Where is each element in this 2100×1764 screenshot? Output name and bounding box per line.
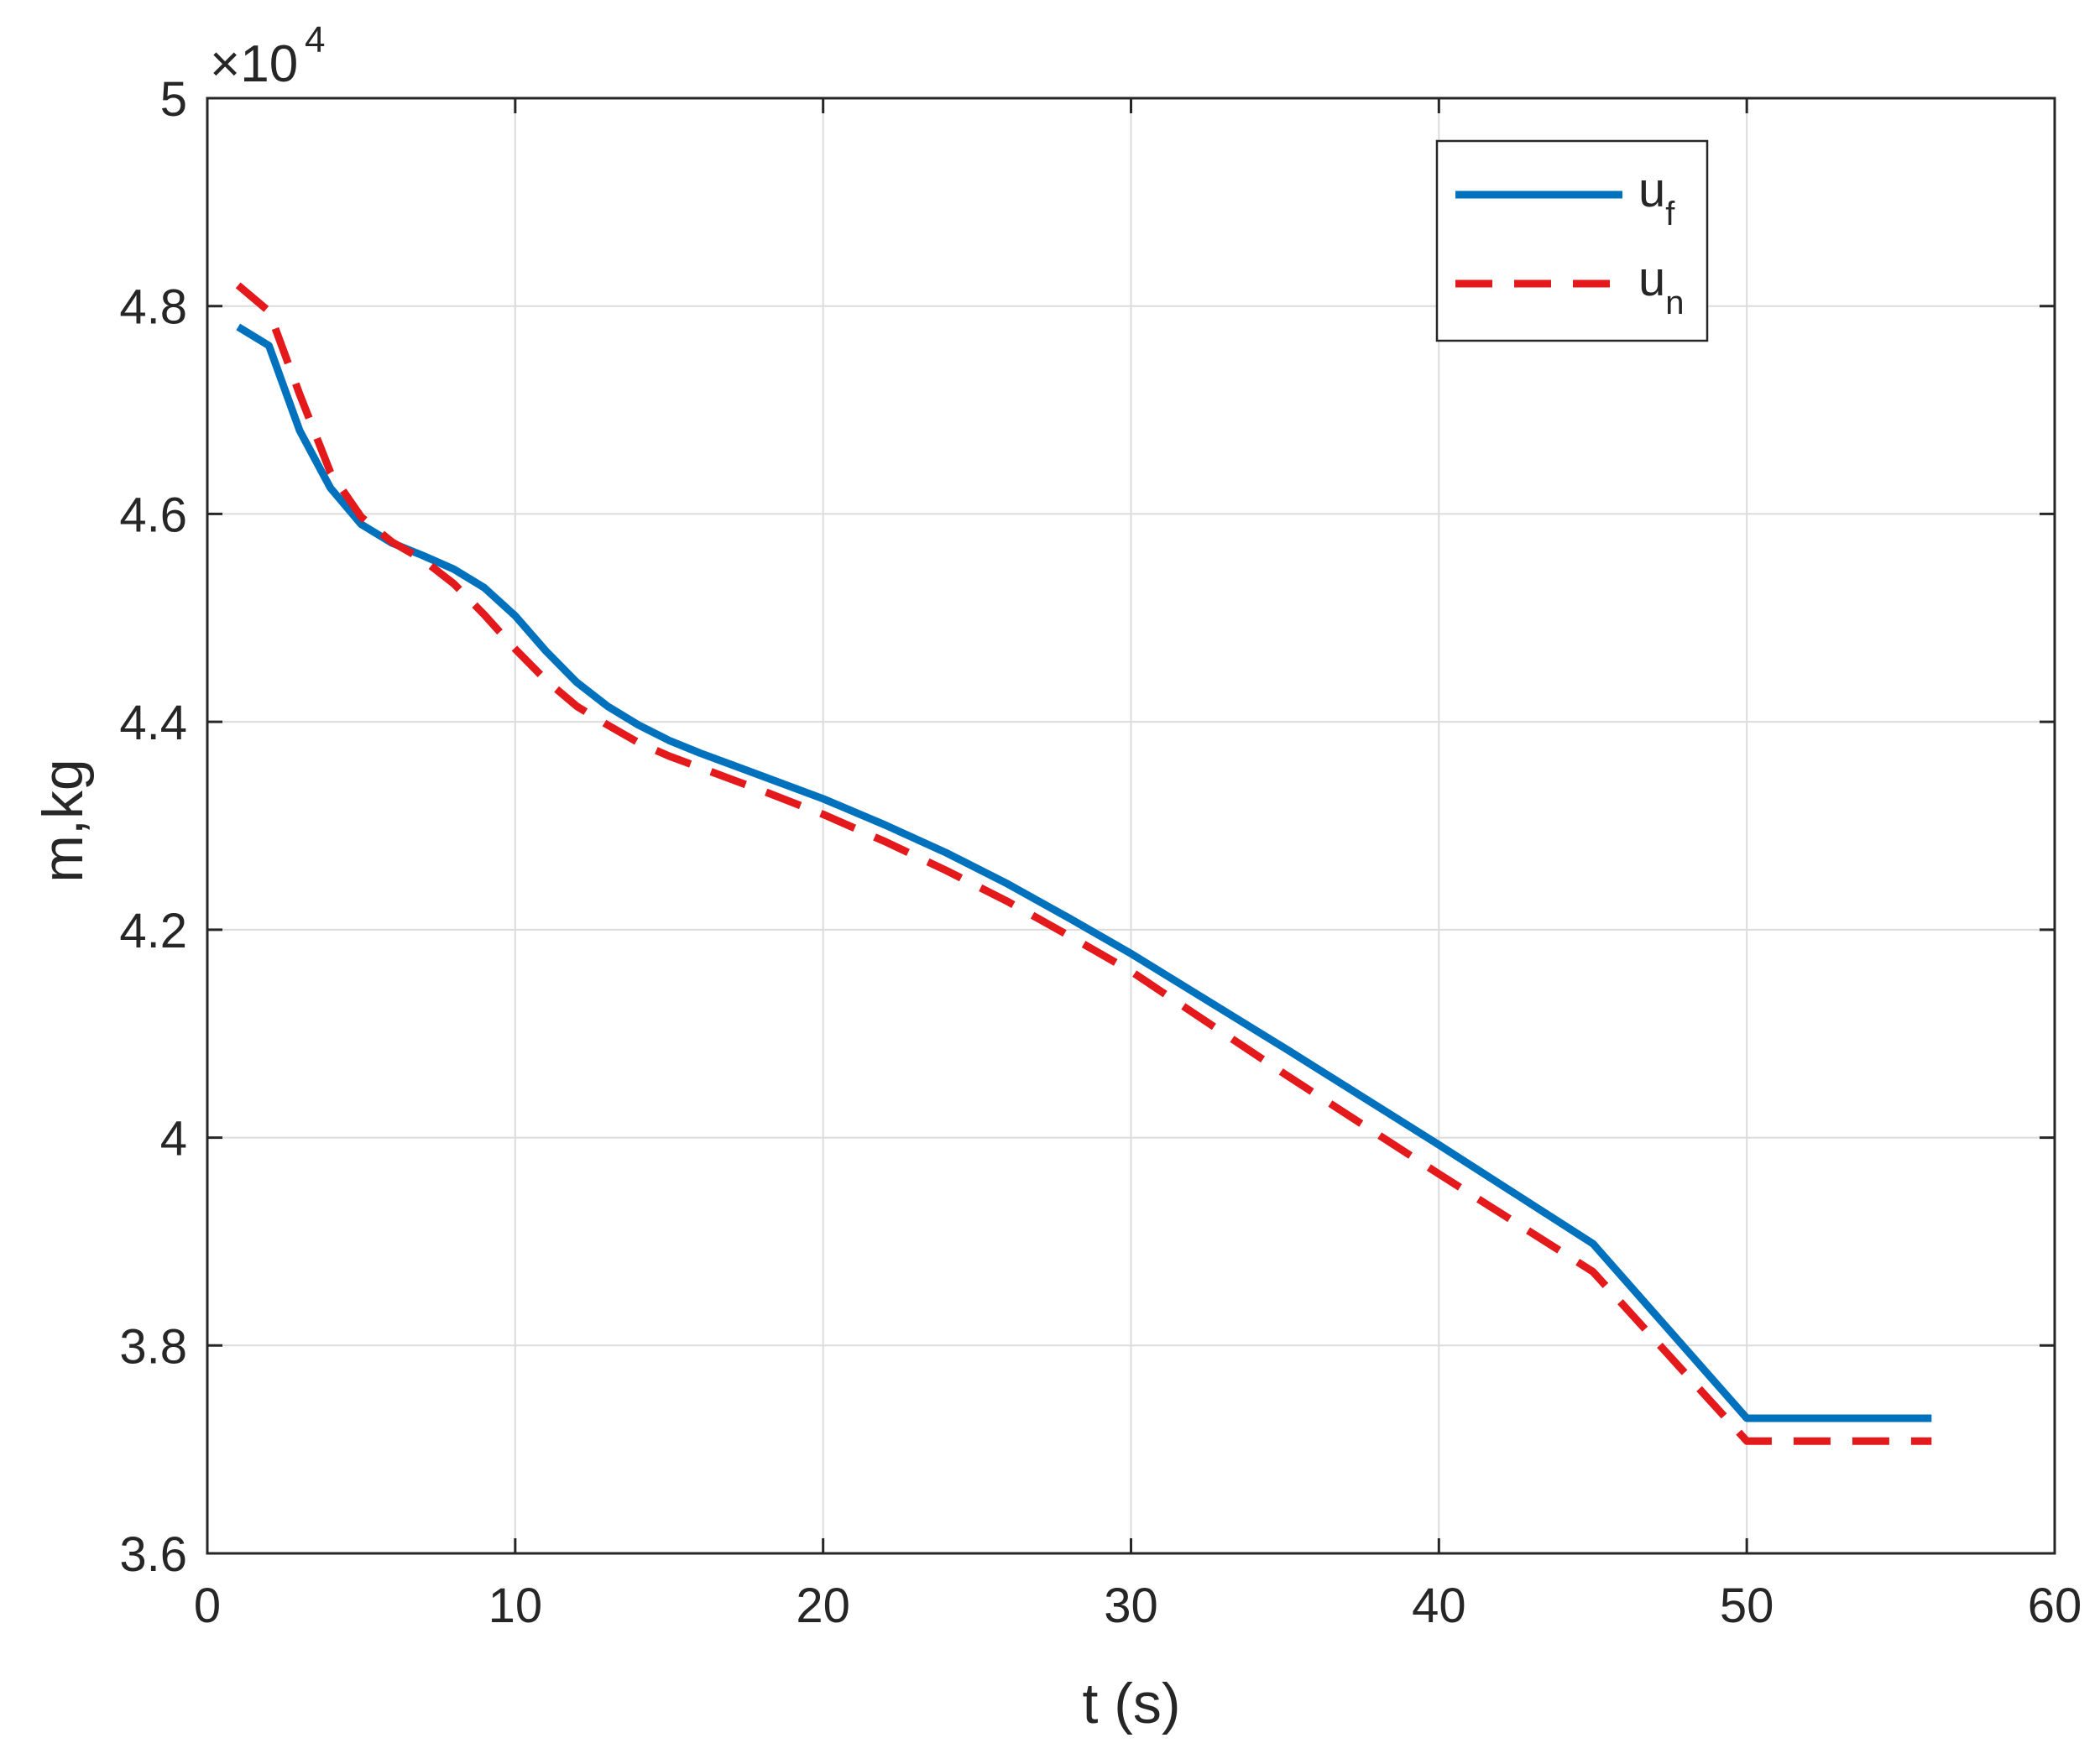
legend-label-uf-sub: f	[1665, 196, 1675, 232]
x-tick-label: 60	[2028, 1579, 2082, 1633]
x-tick-label: 40	[1412, 1579, 1466, 1633]
legend-box	[1435, 139, 1709, 342]
exponent-base: ×10	[210, 35, 298, 93]
x-tick-label: 0	[194, 1579, 221, 1633]
axis-ticks	[206, 97, 2056, 1555]
y-tick-label: 3.6	[119, 1527, 187, 1582]
series-lines	[235, 282, 1932, 1445]
x-tick-label: 10	[488, 1579, 543, 1633]
y-tick-label: 4	[160, 1112, 187, 1166]
exponent-power: 4	[305, 19, 325, 60]
y-axis-label: m,kg	[31, 759, 95, 882]
y-tick-label: 4.2	[119, 904, 187, 958]
x-tick-label: 50	[1720, 1579, 1774, 1633]
x-tick-label: 20	[796, 1579, 850, 1633]
legend-label-un: un	[1638, 252, 1685, 321]
y-tick-label: 4.6	[119, 488, 187, 542]
y-tick-label: 5	[160, 72, 187, 127]
y-tick-label: 4.4	[119, 696, 187, 750]
y-tick-label: 3.8	[119, 1319, 187, 1374]
grid-lines	[206, 97, 2056, 1554]
legend-label-un-sub: n	[1665, 284, 1684, 321]
x-tick-label: 30	[1104, 1579, 1158, 1633]
legend: uf un	[1435, 139, 1709, 342]
tick-labels: 0 10 20 30 40 50 60 3.6 3.8 4 4.2 4.4 4.6 4.8 5	[119, 72, 2082, 1633]
x-axis-label: t (s)	[1082, 1672, 1180, 1735]
legend-label-uf: uf	[1638, 163, 1675, 232]
legend-label-un-main: u	[1638, 252, 1665, 306]
legend-label-uf-main: u	[1638, 163, 1665, 217]
y-tick-label: 4.8	[119, 280, 187, 335]
series-line-un	[235, 282, 1932, 1445]
